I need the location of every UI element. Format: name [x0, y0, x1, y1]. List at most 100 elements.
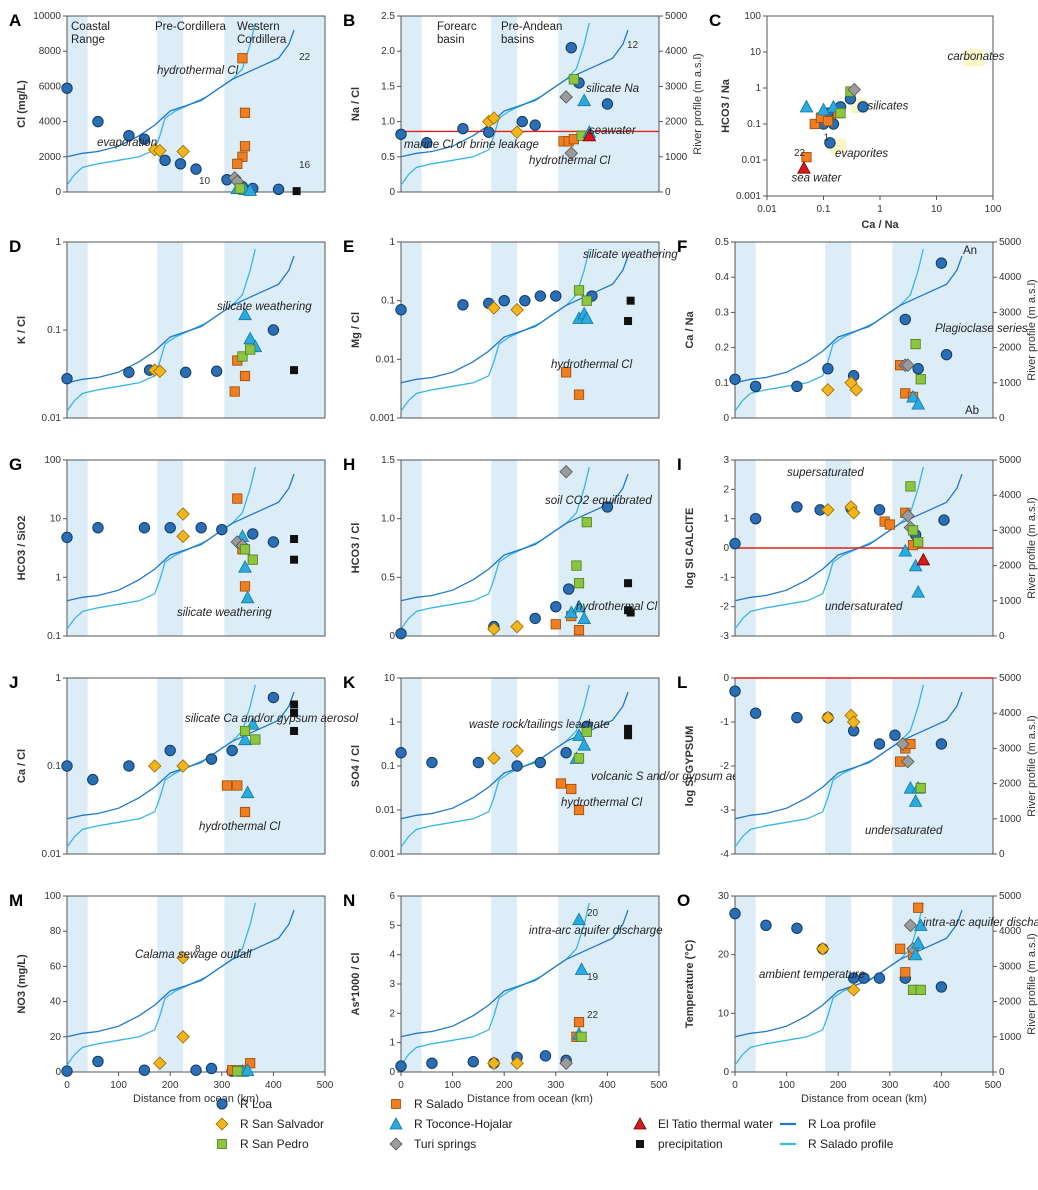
zone-label: Coastal Range — [71, 21, 110, 46]
y-tick-label: 10000 — [33, 11, 61, 22]
point-loa — [267, 324, 280, 336]
loa-profile-line — [66, 473, 295, 602]
point-loa — [190, 1064, 202, 1076]
point-san_salvador — [510, 302, 524, 317]
point-san_pedro — [913, 537, 924, 548]
y-tick-label: 0 — [723, 673, 729, 684]
y-tick-label: 4000 — [39, 117, 62, 128]
point-salado — [884, 519, 895, 530]
panel-label-j: J — [9, 673, 18, 692]
loa-profile-line — [66, 255, 295, 384]
y-tick-label: 1 — [755, 83, 761, 94]
right-tick-label: 1000 — [665, 152, 688, 163]
point-san_salvador — [487, 622, 501, 636]
y-tick-label: 0.01 — [42, 413, 62, 424]
right-axis-label: River profile (m a.s.l) — [1026, 497, 1038, 598]
point-loa — [395, 128, 407, 140]
panel-label-h: H — [343, 455, 355, 474]
point-loa — [822, 363, 834, 375]
point-loa — [938, 514, 950, 526]
plot-frame — [734, 895, 994, 1073]
y-axis-label: HCO3 / Na — [720, 78, 732, 133]
point-salado — [232, 158, 243, 169]
salado-profile-line — [734, 248, 924, 412]
point-toconce — [572, 599, 586, 613]
point-toconce — [577, 611, 592, 624]
y-tick-label: 0.1 — [47, 325, 61, 336]
point-toconce — [799, 99, 814, 113]
right-tick-label: 1000 — [999, 596, 1022, 607]
point-san_salvador — [510, 1056, 524, 1070]
terrain-band — [401, 460, 422, 636]
x-tick-label: 100 — [444, 1080, 461, 1091]
sample-8: 8 — [195, 944, 201, 955]
point-san_salvador — [821, 383, 835, 397]
x-tick-label: 100 — [778, 1080, 795, 1091]
terrain-band — [401, 896, 422, 1072]
point-salado — [245, 1058, 256, 1069]
salado-profile-line — [400, 684, 590, 848]
salado-profile-line — [734, 902, 924, 1066]
point-salado — [221, 780, 233, 791]
endmember-carbonates — [963, 49, 985, 67]
right-tick-label: 2000 — [999, 779, 1022, 790]
point-salado — [895, 943, 906, 954]
loa-profile-line — [734, 255, 963, 384]
right-tick-label: 3000 — [999, 307, 1022, 318]
y-axis-label: HCO3 / Cl — [350, 523, 362, 574]
panel-f: F 0 0.1 0.2 0.3 0.4 0.5 Ca / Na 0 1000 2000 3000 400… — [677, 237, 1038, 424]
point-loa — [729, 373, 741, 385]
zone-word: Pre-Andean — [501, 21, 562, 33]
y-tick-label: 6 — [389, 891, 395, 902]
y-tick-label: 80 — [50, 926, 62, 937]
y-tick-label: 20 — [718, 950, 730, 961]
legend-label-loa_profile: R Loa profile — [808, 1117, 876, 1131]
y-tick-label: 10 — [384, 673, 396, 684]
point-salado — [550, 619, 561, 630]
point-salado — [822, 116, 834, 127]
terrain-band — [401, 678, 422, 854]
plot-frame — [400, 459, 660, 637]
annotation-intra-arc: intra-arc aquifer discharge — [923, 917, 1038, 929]
point-loa — [457, 299, 469, 311]
zone-word: Cordillera — [237, 34, 287, 46]
terrain-band — [491, 896, 518, 1072]
point-san_salvador — [846, 983, 861, 997]
y-axis-label: Mg / Cl — [350, 312, 362, 348]
panel-b: B 0 0.5 1.0 1.5 2.0 2.5 Na / Cl 0 1000 2000 3000 400… — [343, 11, 704, 198]
point-san_pedro — [239, 725, 251, 737]
terrain-band — [401, 16, 422, 192]
point-loa — [267, 536, 280, 548]
y-axis-label: Ca / Na — [684, 310, 696, 348]
point-loa — [421, 137, 433, 149]
point-loa — [791, 380, 803, 393]
y-tick-label: 1 — [55, 572, 61, 583]
panel-label-a: A — [9, 11, 21, 30]
right-tick-label: 2000 — [999, 343, 1022, 354]
endmember-ab: Ab — [965, 405, 979, 417]
right-tick-label: 4000 — [999, 926, 1022, 937]
point-san_pedro — [234, 183, 245, 194]
point-toconce — [577, 93, 592, 107]
right-tick-label: 1000 — [999, 378, 1022, 389]
point-loa — [87, 773, 99, 786]
point-toconce — [238, 559, 252, 573]
annotation-silicate-weathering: silicate weathering — [177, 607, 272, 619]
point-san_pedro — [581, 295, 592, 306]
annotation-marine-cl: marine Cl or brine leakage — [404, 139, 539, 151]
point-loa — [426, 1057, 438, 1069]
panel-a: A 0 2000 4000 6000 8000 10000 Cl (mg/L) Coastal R… — [9, 11, 326, 198]
point-loa — [550, 290, 562, 302]
y-tick-label: 1 — [55, 237, 61, 248]
y-tick-label: 0.5 — [715, 237, 729, 248]
x-tick-label: 300 — [213, 1080, 230, 1091]
right-tick-label: 4000 — [999, 272, 1022, 283]
terrain-band — [558, 460, 659, 636]
point-salado — [239, 107, 251, 118]
point-san_salvador — [815, 942, 830, 956]
point-san_pedro — [581, 517, 592, 528]
point-toconce — [240, 1063, 255, 1076]
terrain-band — [491, 242, 518, 418]
salado-profile-line — [400, 248, 590, 412]
annotation-hydrothermal: hydrothermal Cl — [529, 155, 611, 167]
